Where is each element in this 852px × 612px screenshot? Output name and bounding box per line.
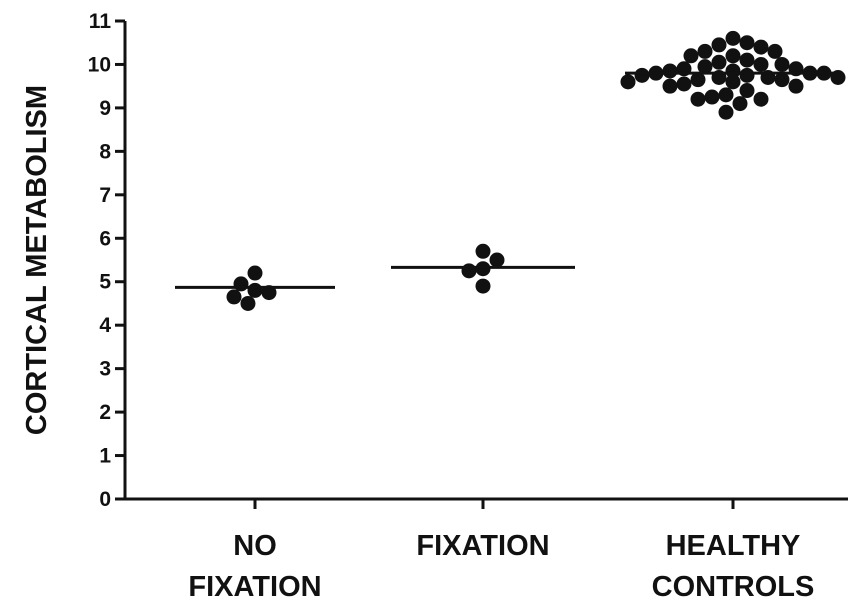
data-point (226, 289, 242, 305)
y-tick-label: 9 (99, 97, 111, 120)
data-point (774, 72, 790, 88)
data-point (690, 91, 706, 107)
y-tick-label: 0 (99, 488, 111, 511)
data-point (788, 78, 804, 94)
x-category-label: CONTROLS (652, 571, 815, 603)
data-point (711, 54, 727, 70)
data-point (690, 72, 706, 88)
data-point (475, 278, 491, 294)
data-point (475, 243, 491, 259)
y-tick-label: 3 (99, 358, 111, 381)
axis-labels: 0 1 2 3 4 5 6 7 8 9 10 11 NO FIXATION FIXATION HEALTHY C… (21, 10, 814, 603)
data-point (697, 59, 713, 75)
data-point (739, 67, 755, 83)
y-axis-title: CORTICAL METABOLISM (21, 85, 53, 435)
data-point (634, 67, 650, 83)
y-tick-label: 7 (99, 184, 111, 207)
data-point (662, 78, 678, 94)
axes (115, 19, 848, 509)
data-point (725, 30, 741, 46)
x-category-label: FIXATION (188, 571, 321, 603)
data-point (725, 48, 741, 64)
data-marks (175, 30, 846, 311)
data-point (662, 63, 678, 79)
data-point (247, 265, 263, 281)
data-point (489, 252, 505, 268)
data-point (725, 74, 741, 90)
y-tick-label: 8 (99, 140, 111, 163)
data-point (240, 295, 256, 311)
data-point (697, 43, 713, 59)
data-point (767, 43, 783, 59)
y-tick-label: 11 (89, 10, 112, 33)
x-category-label: HEALTHY (666, 530, 801, 562)
data-point (753, 39, 769, 55)
data-point (704, 89, 720, 105)
x-category-label: NO (233, 530, 277, 562)
data-point (739, 35, 755, 51)
data-point (774, 56, 790, 72)
data-point (718, 104, 734, 120)
y-tick-label: 1 (99, 445, 111, 468)
data-point (739, 83, 755, 99)
data-point (620, 74, 636, 90)
data-point (676, 76, 692, 92)
y-tick-label: 4 (99, 314, 111, 337)
y-tick-label: 5 (99, 271, 111, 294)
data-point (739, 52, 755, 68)
data-point (461, 263, 477, 279)
data-point (233, 276, 249, 292)
data-point (753, 56, 769, 72)
data-point (247, 282, 263, 298)
data-point (725, 63, 741, 79)
data-point (732, 96, 748, 112)
y-tick-label: 10 (88, 53, 111, 76)
data-point (718, 87, 734, 103)
y-tick-label: 6 (99, 227, 111, 250)
data-point (753, 91, 769, 107)
x-category-label: FIXATION (416, 530, 549, 562)
data-point (683, 48, 699, 64)
data-point (711, 37, 727, 53)
y-tick-label: 2 (99, 401, 111, 424)
